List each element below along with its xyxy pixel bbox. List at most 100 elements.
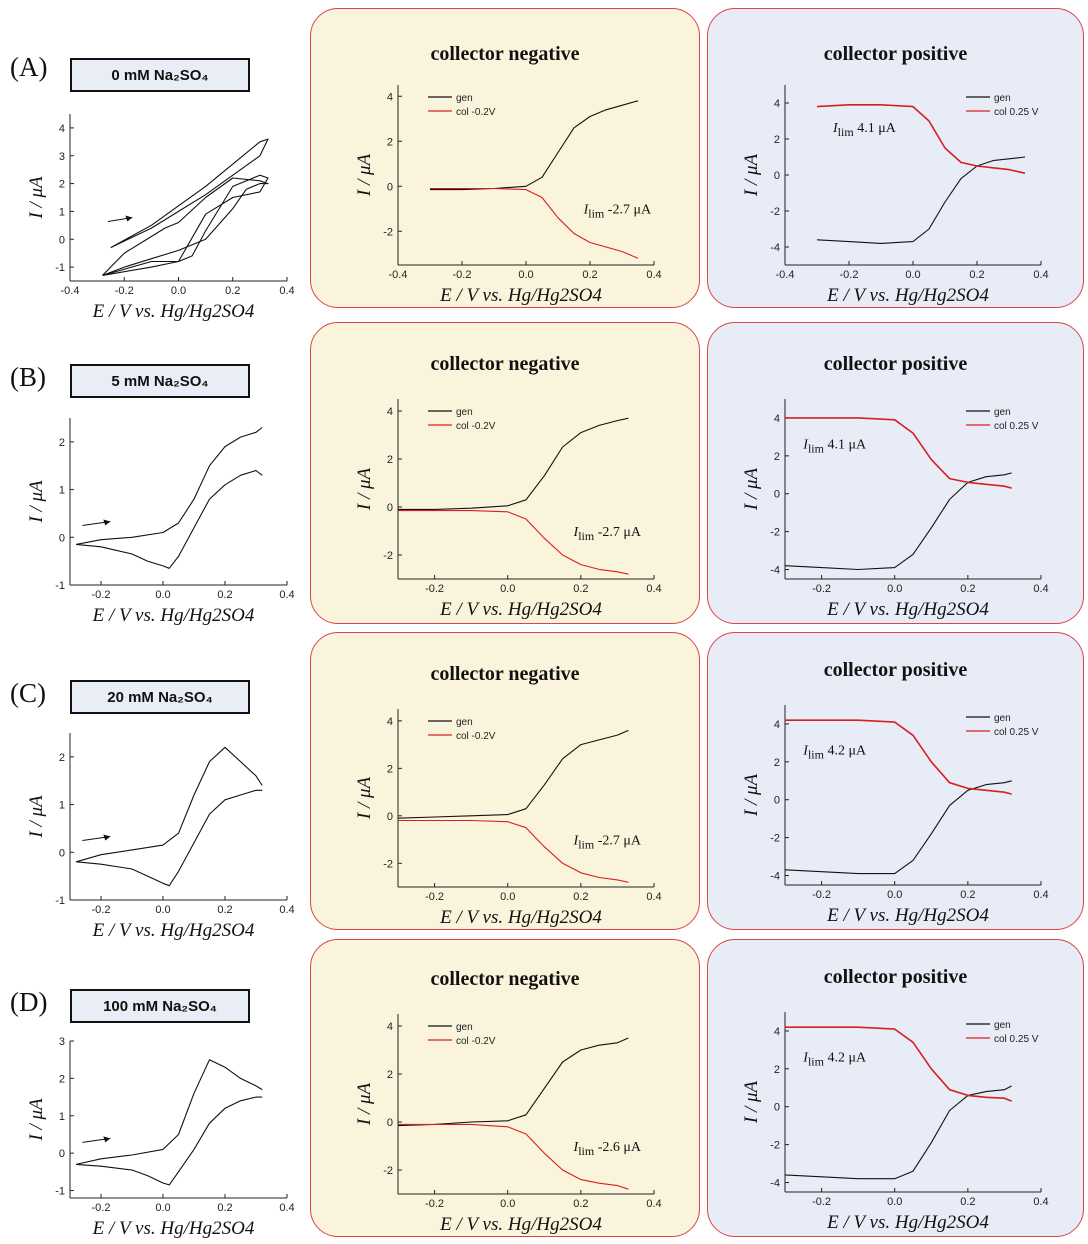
x-tick-label: -0.2 — [425, 583, 444, 595]
panel-title: collector negative — [430, 353, 580, 375]
x-tick-label: 0.0 — [155, 904, 170, 916]
x-axis-label: E / V vs. Hg/Hg2SO4 — [439, 1214, 602, 1235]
y-tick-label: -2 — [770, 1140, 780, 1152]
series-line-col-1 — [398, 1123, 629, 1190]
x-tick-label: 0.4 — [279, 285, 294, 297]
series-line-gen-0 — [397, 729, 629, 819]
x-tick-label: 0.4 — [279, 904, 294, 916]
y-tick-label: 1 — [59, 1111, 65, 1123]
y-tick-label: 4 — [387, 406, 393, 418]
y-axis-label: I / μA — [354, 467, 375, 511]
y-tick-label: -2 — [383, 550, 393, 562]
collector-negative-plot: -0.4 -0.2 0.0 0.2 0.4 -2 0 2 4 E / V vs. Hg/Hg2SO… — [354, 85, 662, 306]
x-axis-label: E / V vs. Hg/Hg2SO4 — [92, 301, 255, 322]
collector-positive-plot: -0.2 0.0 0.2 0.4 -4 -2 0 2 4 E / V vs. Hg/Hg2SO4 I… — [741, 705, 1049, 926]
x-tick-label: 0.0 — [155, 589, 170, 601]
series-line-gen-0 — [784, 1085, 1012, 1180]
x-tick-label: 0.2 — [573, 891, 588, 903]
x-tick-label: 0.4 — [646, 891, 661, 903]
legend-label: col 0.25 V — [994, 421, 1039, 432]
y-tick-label: 2 — [59, 752, 65, 764]
x-tick-label: 0.4 — [646, 1198, 661, 1210]
y-tick-label: -1 — [55, 1186, 65, 1198]
x-tick-label: 0.2 — [573, 583, 588, 595]
legend-label: col -0.2V — [456, 421, 496, 432]
y-tick-label: 2 — [774, 451, 780, 463]
y-axis-label: I / μA — [26, 1098, 47, 1142]
y-tick-label: -1 — [55, 262, 65, 274]
collector-positive-panel: collector positive -0.2 0.0 0.2 0.4 -4 -2 0 2 4 E… — [707, 322, 1084, 624]
y-axis-label: I / μA — [354, 153, 375, 197]
legend-label: gen — [994, 713, 1011, 724]
series-line-col-1 — [430, 187, 639, 259]
y-tick-label: -2 — [383, 226, 393, 238]
series-line-cv-2 — [102, 174, 269, 276]
y-axis-label: I / μA — [26, 795, 47, 839]
legend-label: gen — [994, 1020, 1011, 1031]
x-tick-label: 0.4 — [1033, 269, 1048, 281]
x-axis-label: E / V vs. Hg/Hg2SO4 — [92, 920, 255, 941]
ilim-annotation: Ilim 4.2 μA — [802, 1050, 867, 1068]
x-tick-label: -0.2 — [812, 889, 831, 901]
y-tick-label: 0 — [774, 795, 780, 807]
y-tick-label: 2 — [774, 1064, 780, 1076]
series-line-col-1 — [785, 1026, 1012, 1102]
ilim-annotation: Ilim 4.1 μA — [802, 437, 867, 455]
series-line-col-1 — [785, 417, 1012, 489]
y-tick-label: 0 — [59, 847, 65, 859]
collector-positive-plot: -0.4 -0.2 0.0 0.2 0.4 -4 -2 0 2 4 E / V vs. Hg/Hg2… — [741, 85, 1049, 306]
y-tick-label: -2 — [770, 206, 780, 218]
series-line-gen-0 — [816, 156, 1026, 244]
collector-negative-panel: collector negative -0.2 0.0 0.2 0.4 -2 0 2 4 E /… — [310, 939, 700, 1237]
y-tick-label: 2 — [59, 437, 65, 449]
scan-arrowhead — [103, 1136, 111, 1143]
x-tick-label: 0.2 — [969, 269, 984, 281]
y-tick-label: -4 — [770, 871, 780, 883]
x-tick-label: -0.2 — [812, 583, 831, 595]
collector-negative-panel: collector negative -0.2 0.0 0.2 0.4 -2 0 2 4 E /… — [310, 632, 700, 930]
series-line-col-1 — [398, 510, 629, 575]
y-tick-label: 2 — [59, 1073, 65, 1085]
x-axis-label: E / V vs. Hg/Hg2SO4 — [826, 905, 989, 926]
legend-label: col -0.2V — [456, 107, 496, 118]
x-tick-label: 0.0 — [905, 269, 920, 281]
x-tick-label: 0.0 — [500, 891, 515, 903]
y-tick-label: 4 — [387, 716, 393, 728]
y-tick-label: 2 — [774, 757, 780, 769]
x-tick-label: 0.4 — [1033, 1196, 1048, 1208]
row-label: (B) — [10, 362, 46, 392]
row-label: (A) — [10, 52, 48, 82]
x-axis-label: E / V vs. Hg/Hg2SO4 — [826, 285, 989, 306]
x-tick-label: 0.4 — [646, 583, 661, 595]
panel-title: collector positive — [823, 353, 968, 375]
y-axis-label: I / μA — [741, 467, 762, 511]
collector-positive-panel: collector positive -0.4 -0.2 0.0 0.2 0.4 -4 -2… — [707, 8, 1084, 308]
scan-arrowhead — [125, 215, 133, 222]
legend-label: gen — [456, 93, 473, 104]
x-tick-label: 0.4 — [279, 589, 294, 601]
series-line-col-1 — [398, 819, 629, 883]
collector-positive-plot: -0.2 0.0 0.2 0.4 -4 -2 0 2 4 E / V vs. Hg/Hg2SO4 I… — [741, 399, 1049, 620]
row-d: (D) 100 mM Na₂SO₄ -0.2 0.0 0.2 0.4 -1 0 1 2 3 E /… — [0, 939, 1088, 1244]
collector-positive-panel: collector positive -0.2 0.0 0.2 0.4 -4 -2 0 2 4 E… — [707, 939, 1084, 1237]
x-tick-label: 0.2 — [960, 1196, 975, 1208]
x-tick-label: 0.0 — [500, 583, 515, 595]
cv-plot: -0.2 0.0 0.2 0.4 -1 0 1 2 3 E / V vs. Hg/Hg2SO4 I … — [26, 1036, 295, 1239]
concentration-label: 100 mM Na₂SO₄ — [70, 989, 250, 1023]
panel-title: collector negative — [430, 968, 580, 990]
x-tick-label: -0.4 — [776, 269, 795, 281]
y-axis-label: I / μA — [354, 776, 375, 820]
x-tick-label: -0.2 — [840, 269, 859, 281]
y-tick-label: 0 — [387, 502, 393, 514]
y-tick-label: 0 — [59, 1148, 65, 1160]
y-tick-label: -4 — [770, 565, 780, 577]
x-tick-label: 0.0 — [155, 1202, 170, 1214]
x-tick-label: -0.2 — [92, 904, 111, 916]
x-tick-label: 0.4 — [1033, 889, 1048, 901]
x-tick-label: 0.0 — [887, 889, 902, 901]
y-tick-label: -1 — [55, 895, 65, 907]
series-line-gen-0 — [784, 780, 1012, 875]
y-tick-label: -2 — [770, 527, 780, 539]
x-tick-label: 0.2 — [217, 589, 232, 601]
y-tick-label: 2 — [387, 136, 393, 148]
